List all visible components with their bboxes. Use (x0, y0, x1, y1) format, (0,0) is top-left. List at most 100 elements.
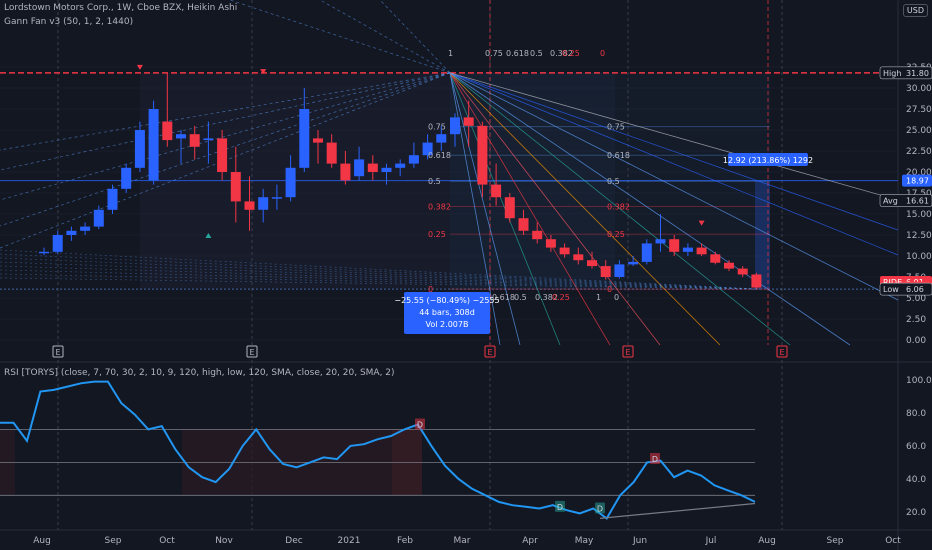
price-tick-label: 17.50 (906, 189, 932, 199)
fan-ray (449, 72, 521, 346)
fan-ray (449, 72, 899, 256)
fan-top-label: 0 (600, 49, 605, 58)
measure-down-line: −25.55 (−80.49%) −2555 (394, 296, 499, 305)
fan-ray (449, 72, 899, 301)
candle-body (504, 197, 515, 219)
price-badge: 18.97 (902, 174, 932, 187)
fib-level-label: 0 (428, 285, 433, 294)
price-tick-label: 10.00 (906, 252, 932, 262)
fib-level-label-right: 0.382 (607, 202, 630, 211)
rsi-label[interactable]: RSI [TORYS] (close, 7, 70, 30, 2, 10, 9,… (4, 368, 395, 378)
candle-body (176, 134, 186, 139)
fan-ray (449, 72, 721, 346)
candle-body (628, 261, 639, 265)
fib-level-label-right: 0.5 (607, 177, 620, 186)
time-tick-label: 2021 (338, 536, 361, 546)
fib-level-label-right: 0.618 (607, 151, 630, 160)
price-tick-label: 30.00 (906, 84, 932, 94)
fan-top-label: 0.382 (550, 49, 573, 58)
fan-top-label: 0.618 (506, 49, 529, 58)
candle-body (614, 264, 625, 277)
candle-body (326, 142, 337, 164)
currency-badge[interactable]: USD (902, 4, 928, 17)
price-badge-label: High (883, 69, 901, 78)
chart-title[interactable]: Lordstown Motors Corp., 1W, Cboe BZX, He… (4, 3, 238, 13)
candle-body (669, 239, 680, 252)
fan-ray-dashed (0, 72, 451, 227)
candle-body (463, 117, 474, 126)
rsi-line (0, 380, 756, 520)
candle-body (436, 134, 447, 143)
fan-ray-dashed-up (229, 0, 451, 74)
time-tick-label: Sep (105, 536, 122, 546)
converge-line (0, 265, 761, 290)
rsi-tick-label: 20.0 (906, 508, 926, 518)
rsi-tick-label: 80.0 (906, 409, 926, 419)
fan-ray-dashed (0, 72, 451, 151)
price-tick-label: 22.50 (906, 147, 932, 157)
fan-bottom-label: 0.25 (552, 293, 570, 302)
candle-body (367, 163, 378, 172)
candle-body (682, 247, 693, 252)
candle-body (299, 109, 310, 168)
event-marker: E (246, 345, 258, 358)
event-marker: E (776, 345, 788, 358)
fan-bottom-label: 0 (614, 293, 619, 302)
time-tick-label: Nov (215, 536, 233, 546)
event-marker: E (622, 345, 634, 358)
event-marker-label: E (779, 348, 784, 357)
fib-level-label-right: 0.25 (607, 230, 625, 239)
fan-bottom-label: 0.618 (492, 293, 515, 302)
event-marker: E (484, 345, 496, 358)
candle-body (66, 230, 77, 235)
fan-top-label: 0.5 (530, 49, 543, 58)
candle-body (751, 274, 762, 288)
fan-background (0, 0, 898, 530)
rsi-panel: D D D D (0, 380, 756, 520)
candles (39, 64, 762, 290)
time-tick-label: Mar (454, 536, 471, 546)
fib-level-label-right: 0.75 (607, 123, 625, 132)
fan-ray (449, 72, 661, 346)
fan-bottom-label: 0.382 (535, 293, 558, 302)
fib-level-label: 0.5 (428, 177, 441, 186)
candle-body (381, 167, 392, 172)
fan-bottom-label: 0.5 (514, 293, 527, 302)
candle-body (573, 254, 584, 261)
converge-line (0, 277, 761, 290)
price-tick-label: 5.00 (906, 294, 926, 304)
fan-ray (449, 72, 899, 201)
price-badge-label: Low (883, 285, 899, 294)
divergence-line (599, 502, 756, 519)
candle-body (52, 235, 63, 252)
converge-line (0, 261, 761, 290)
fan-top-label: 1 (448, 49, 453, 58)
divergence-marker: D (415, 418, 425, 430)
candle-body (641, 243, 652, 262)
divergence-marker: D (650, 453, 660, 465)
time-tick-label: Aug (758, 536, 776, 546)
time-tick-label: Apr (522, 536, 538, 546)
event-marker-label: E (249, 348, 254, 357)
candle-body (107, 188, 118, 210)
converge-line (0, 273, 761, 290)
candle-body (93, 209, 104, 227)
candle-body (655, 239, 666, 244)
gann-fan (0, 0, 899, 346)
candle-body (121, 167, 132, 189)
pivot-high-marker (136, 64, 143, 70)
fan-ray-dashed-up (379, 0, 451, 74)
indicator-label[interactable]: Gann Fan v3 (50, 1, 2, 1440) (4, 17, 134, 27)
measure-up-text: 12.92 (213.86%) 1292 (723, 156, 813, 165)
divergence-label: D (652, 455, 658, 464)
candle-body (710, 254, 721, 263)
time-tick-label: Oct (159, 536, 175, 546)
rsi-tick-label: 40.0 (906, 475, 926, 485)
candle-body (450, 117, 460, 135)
price-badge: Avg 16.61 (879, 194, 932, 207)
fan-ray (449, 72, 899, 231)
candle-body (532, 230, 543, 240)
